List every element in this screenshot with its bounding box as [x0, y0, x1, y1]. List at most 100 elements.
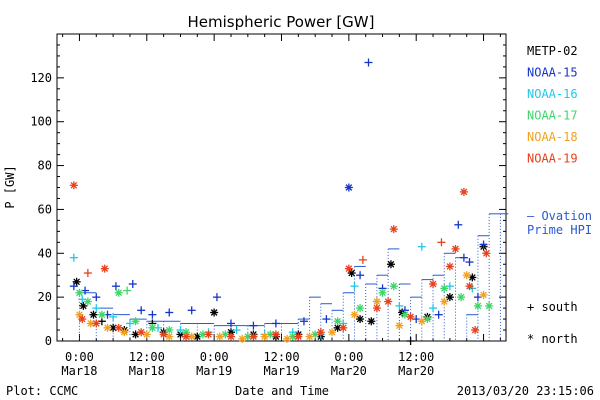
- point-metp-02: [210, 308, 219, 317]
- point-noaa-16: [429, 304, 438, 313]
- point-noaa-19: [137, 328, 146, 337]
- point-noaa-15: [249, 321, 258, 330]
- point-metp-02: [72, 277, 81, 286]
- point-noaa-15: [271, 319, 280, 328]
- point-noaa-15: [128, 279, 137, 288]
- point-noaa-17: [485, 301, 494, 310]
- y-axis-label: P [GW]: [3, 165, 17, 208]
- x-tick-label-time: 12:00: [398, 350, 434, 364]
- point-noaa-15: [434, 310, 443, 319]
- point-noaa-19: [69, 181, 78, 190]
- point-noaa-18: [395, 321, 404, 330]
- point-noaa-18: [440, 297, 449, 306]
- x-tick-label-time: 0:00: [334, 350, 363, 364]
- point-noaa-17: [131, 317, 140, 326]
- legend-entry: NOAA-16: [527, 87, 578, 101]
- point-noaa-19: [372, 304, 381, 313]
- legend-entry: NOAA-18: [527, 130, 578, 144]
- x-tick-label-date: Mar19: [196, 364, 232, 378]
- y-tick-label: 40: [38, 246, 52, 260]
- point-noaa-17: [198, 330, 207, 339]
- ovation-hpi-line: [78, 213, 509, 341]
- point-noaa-19: [445, 262, 454, 271]
- legend-entry: NOAA-19: [527, 152, 578, 166]
- point-noaa-19: [358, 255, 367, 264]
- x-tick-label-time: 0:00: [65, 350, 94, 364]
- point-noaa-15: [165, 308, 174, 317]
- point-noaa-18: [328, 328, 337, 337]
- point-noaa-19: [83, 269, 92, 278]
- y-tick-label: 120: [30, 71, 52, 85]
- x-axis: 0:00Mar1812:00Mar180:00Mar1912:00Mar190:…: [61, 34, 501, 378]
- point-noaa-19: [451, 244, 460, 253]
- point-noaa-15: [212, 293, 221, 302]
- x-axis-label: Date and Time: [235, 384, 329, 398]
- x-tick-label-date: Mar20: [331, 364, 367, 378]
- point-noaa-18: [283, 334, 292, 343]
- point-noaa-19: [339, 323, 348, 332]
- point-noaa-17: [457, 293, 466, 302]
- point-noaa-17: [123, 286, 132, 295]
- legend-entry: NOAA-15: [527, 66, 578, 80]
- point-noaa-15: [111, 282, 120, 291]
- point-noaa-19: [226, 332, 235, 341]
- x-tick-label-date: Mar20: [398, 364, 434, 378]
- point-noaa-18: [305, 332, 314, 341]
- point-noaa-18: [350, 310, 359, 319]
- point-noaa-15: [299, 317, 308, 326]
- point-noaa-18: [120, 328, 129, 337]
- point-noaa-19: [182, 332, 191, 341]
- y-tick-label: 60: [38, 202, 52, 216]
- x-tick-label-time: 12:00: [129, 350, 165, 364]
- point-noaa-19: [384, 297, 393, 306]
- point-noaa-17: [97, 310, 106, 319]
- x-tick-label-date: Mar18: [61, 364, 97, 378]
- y-tick-label: 80: [38, 159, 52, 173]
- point-noaa-19: [471, 326, 480, 335]
- point-noaa-15: [356, 271, 365, 280]
- point-noaa-17: [333, 317, 342, 326]
- point-noaa-19: [316, 328, 325, 337]
- point-noaa-17: [114, 288, 123, 297]
- point-noaa-19: [406, 312, 415, 321]
- point-noaa-19: [114, 323, 123, 332]
- footer-plot-source: Plot: CCMC: [6, 384, 78, 398]
- point-noaa-19: [78, 315, 87, 324]
- x-tick-label-date: Mar19: [263, 364, 299, 378]
- point-noaa-19: [429, 279, 438, 288]
- data-points: [69, 58, 494, 345]
- plot-frame: [56, 33, 507, 342]
- point-noaa-15: [454, 220, 463, 229]
- point-metp-02: [356, 315, 365, 324]
- point-metp-02: [367, 317, 376, 326]
- legend-south-marker: + south: [527, 300, 578, 314]
- y-tick-label: 100: [30, 115, 52, 129]
- point-noaa-16: [109, 312, 118, 321]
- point-noaa-19: [389, 225, 398, 234]
- point-noaa-16: [69, 253, 78, 262]
- legend-north-marker: * north: [527, 332, 578, 346]
- point-metp-02: [89, 310, 98, 319]
- point-metp-02: [406, 337, 415, 345]
- point-noaa-15: [92, 293, 101, 302]
- point-noaa-15: [459, 253, 468, 262]
- point-noaa-15: [148, 310, 157, 319]
- legend: METP-02 NOAA-15 NOAA-16 NOAA-17 NOAA-18 NOAA-…: [527, 44, 578, 166]
- point-noaa-19: [92, 319, 101, 328]
- point-noaa-18: [417, 317, 426, 326]
- point-metp-02: [386, 260, 395, 269]
- point-noaa-15: [364, 58, 373, 67]
- point-noaa-16: [395, 301, 404, 310]
- point-noaa-17: [389, 282, 398, 291]
- point-noaa-16: [232, 326, 241, 335]
- point-noaa-15: [322, 315, 331, 324]
- x-tick-label-time: 0:00: [200, 350, 229, 364]
- ovation-legend-line1: — Ovation: [527, 209, 592, 223]
- point-noaa-15: [69, 282, 78, 291]
- point-noaa-18: [238, 334, 247, 343]
- ovation-legend-line2: Prime HPI: [527, 223, 592, 237]
- point-noaa-16: [417, 242, 426, 251]
- point-noaa-19: [465, 282, 474, 291]
- point-noaa-17: [83, 297, 92, 306]
